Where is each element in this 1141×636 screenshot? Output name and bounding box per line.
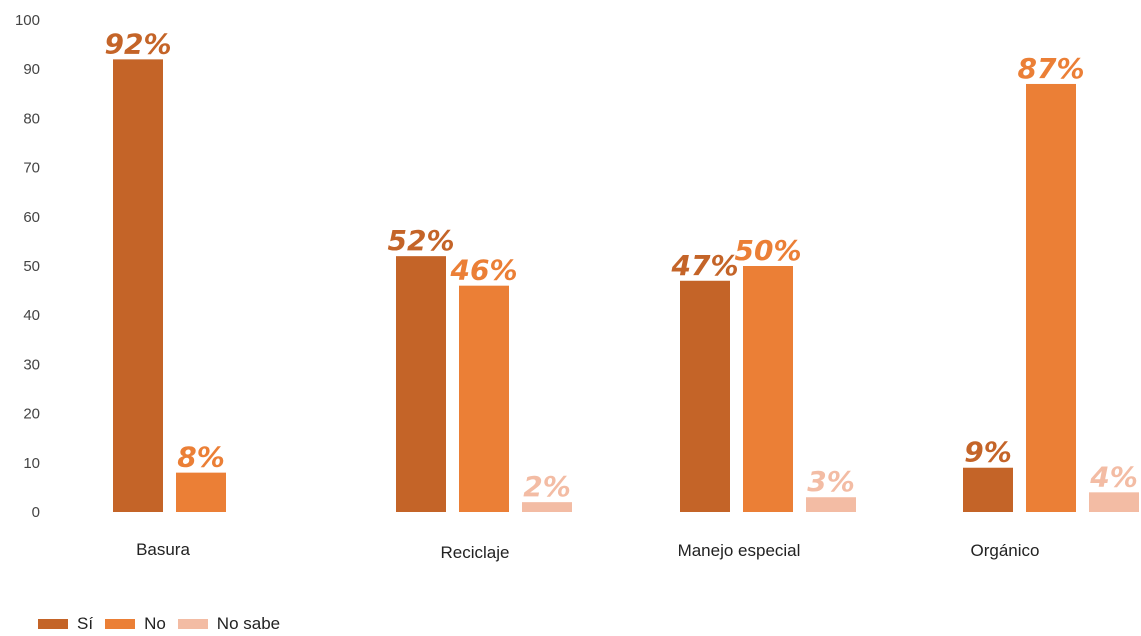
bar-1-3 — [1026, 83, 1076, 513]
y-tick-label: 30 — [23, 356, 40, 373]
bar-1-0 — [176, 472, 226, 512]
legend-item-no: No — [105, 614, 166, 634]
legend-swatch-no — [105, 619, 136, 629]
legend: Sí No No sabe — [38, 614, 292, 634]
y-tick-label: 70 — [23, 160, 40, 177]
legend-swatch-si — [38, 619, 68, 629]
category-label: Reciclaje — [441, 543, 510, 562]
data-label: 9% — [964, 436, 1012, 469]
bar-1-2 — [743, 266, 793, 512]
bar-1-1 — [459, 285, 509, 512]
data-label: 50% — [734, 234, 801, 267]
legend-label-no: No — [144, 614, 166, 633]
y-tick-label: 40 — [23, 307, 40, 324]
legend-label-no-sabe: No sabe — [216, 614, 281, 633]
legend-swatch-no-sabe — [177, 619, 208, 629]
bar-chart: 0 10 20 30 40 50 60 70 80 90 100 92% 52% 47% 9% 8% 46% 50… — [15, 12, 1139, 562]
y-tick-label: 0 — [32, 504, 40, 521]
legend-item-no-sabe: No sabe — [177, 614, 281, 634]
category-label: Basura — [136, 540, 190, 559]
y-tick-label: 100 — [15, 12, 40, 29]
bar-0-2 — [680, 280, 730, 512]
bar-0-0 — [113, 59, 163, 513]
data-label: 87% — [1017, 52, 1084, 85]
category-label: Orgánico — [971, 541, 1040, 560]
data-label: 92% — [104, 27, 171, 60]
data-label: 46% — [449, 254, 517, 287]
y-tick-label: 10 — [23, 455, 40, 472]
legend-item-si: Sí — [38, 614, 93, 634]
data-label: 8% — [177, 441, 225, 474]
category-label: Manejo especial — [678, 541, 801, 560]
bar-0-3 — [963, 467, 1013, 512]
data-label: 52% — [387, 224, 454, 257]
data-label: 47% — [670, 249, 738, 282]
bar-2-1 — [522, 502, 572, 512]
bar-2-2 — [806, 497, 856, 512]
y-tick-label: 80 — [23, 110, 40, 127]
data-label: 4% — [1089, 460, 1138, 493]
legend-label-si: Sí — [77, 614, 94, 633]
data-label: 3% — [807, 465, 855, 498]
y-tick-label: 50 — [23, 258, 40, 275]
bar-0-1 — [396, 256, 446, 512]
y-tick-label: 90 — [23, 61, 40, 78]
y-tick-label: 60 — [23, 209, 40, 226]
y-tick-label: 20 — [23, 406, 40, 423]
data-label: 2% — [523, 470, 571, 503]
bar-2-3 — [1089, 492, 1139, 512]
